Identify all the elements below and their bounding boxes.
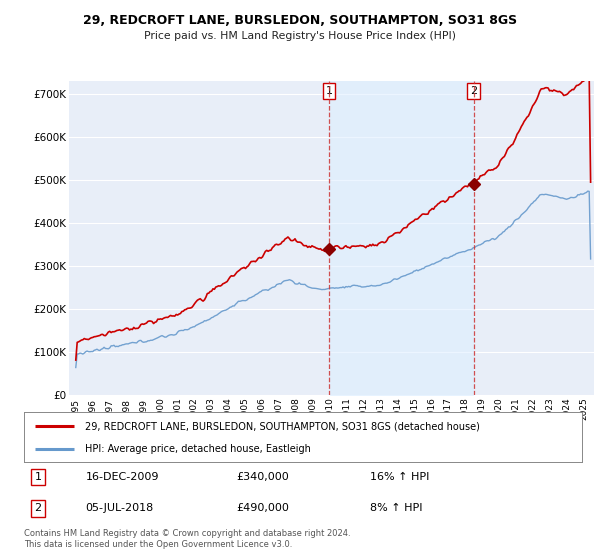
Text: £490,000: £490,000 [236, 503, 289, 514]
Text: 1: 1 [34, 472, 41, 482]
Text: 2: 2 [470, 86, 478, 96]
Text: 2: 2 [34, 503, 41, 514]
Text: 8% ↑ HPI: 8% ↑ HPI [370, 503, 422, 514]
Text: £340,000: £340,000 [236, 472, 289, 482]
Text: 1: 1 [326, 86, 332, 96]
Text: 29, REDCROFT LANE, BURSLEDON, SOUTHAMPTON, SO31 8GS: 29, REDCROFT LANE, BURSLEDON, SOUTHAMPTO… [83, 14, 517, 27]
Text: 29, REDCROFT LANE, BURSLEDON, SOUTHAMPTON, SO31 8GS (detached house): 29, REDCROFT LANE, BURSLEDON, SOUTHAMPTO… [85, 422, 480, 432]
Text: 05-JUL-2018: 05-JUL-2018 [85, 503, 154, 514]
Text: 16-DEC-2009: 16-DEC-2009 [85, 472, 159, 482]
Text: Contains HM Land Registry data © Crown copyright and database right 2024.
This d: Contains HM Land Registry data © Crown c… [24, 529, 350, 549]
Text: Price paid vs. HM Land Registry's House Price Index (HPI): Price paid vs. HM Land Registry's House … [144, 31, 456, 41]
Text: HPI: Average price, detached house, Eastleigh: HPI: Average price, detached house, East… [85, 445, 311, 454]
Text: 16% ↑ HPI: 16% ↑ HPI [370, 472, 430, 482]
